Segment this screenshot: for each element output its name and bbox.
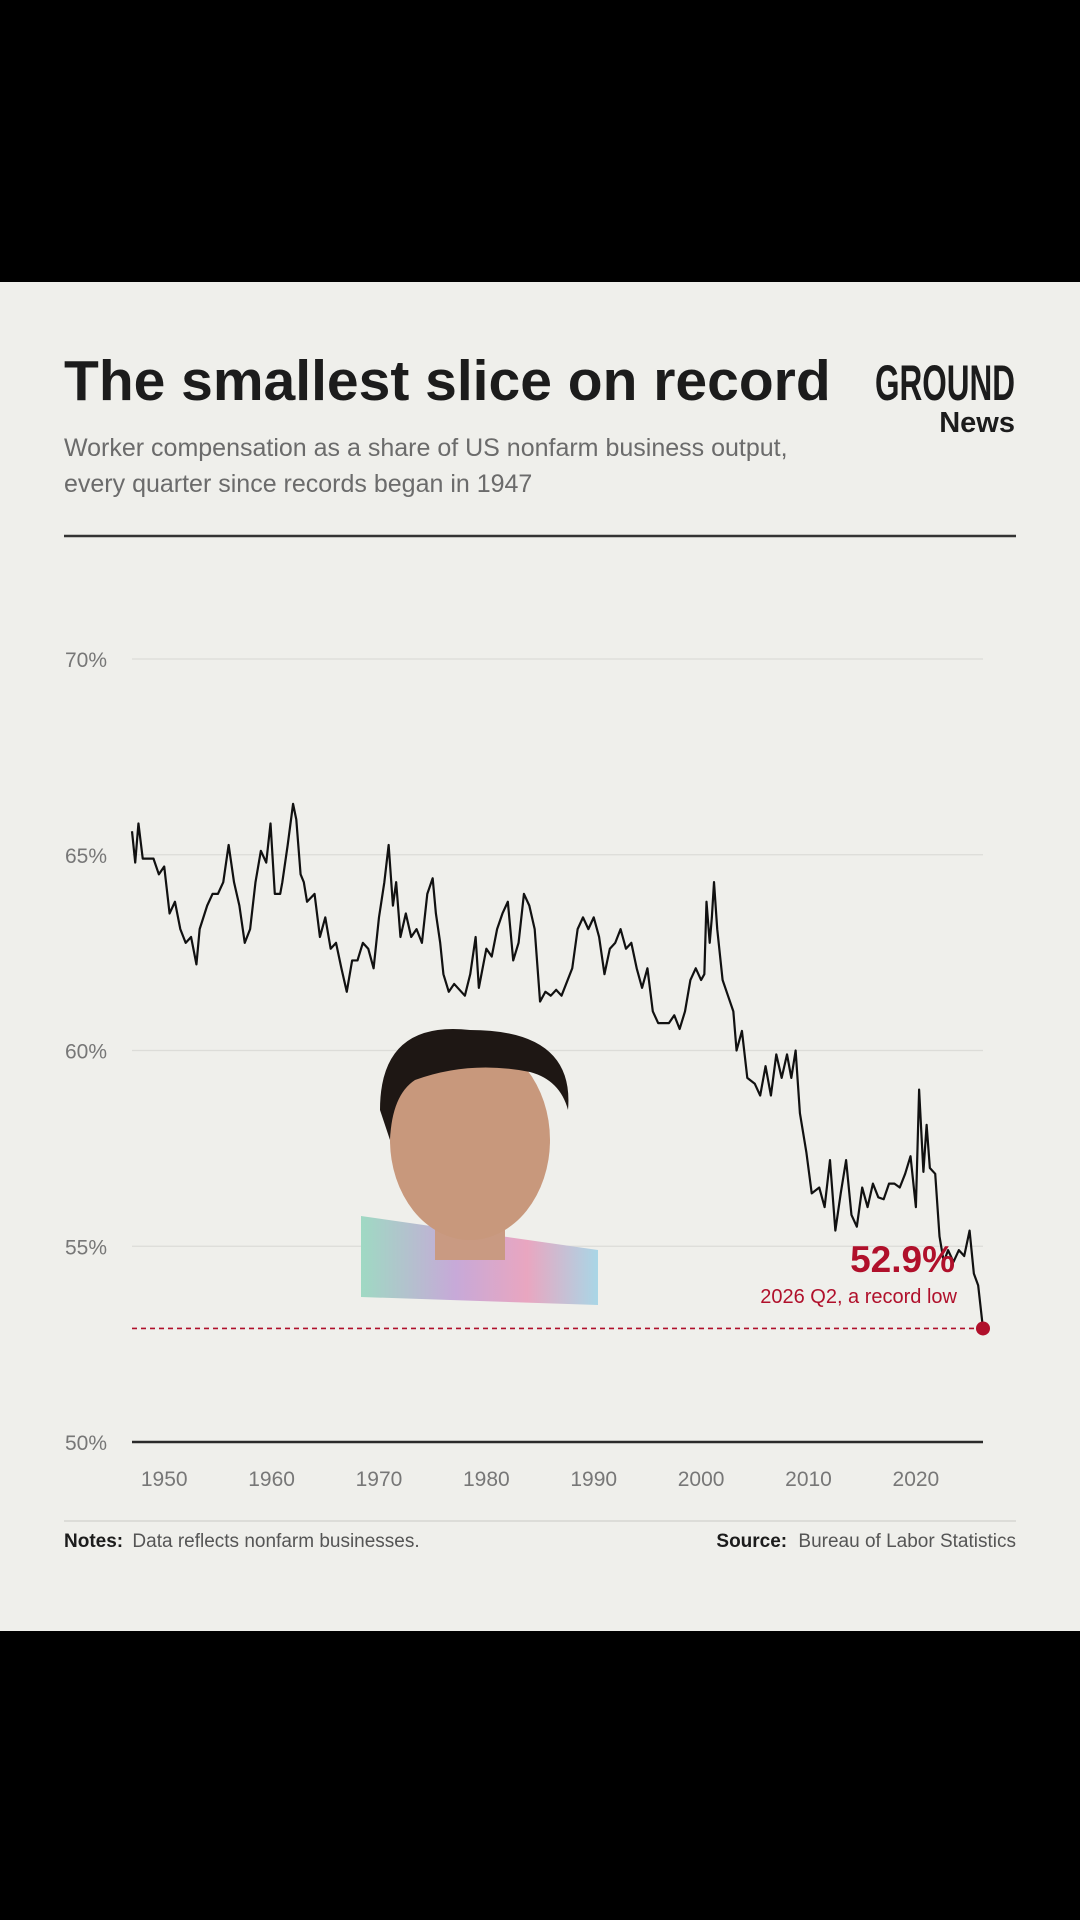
chart-title: The smallest slice on record bbox=[64, 349, 831, 413]
footer-source: Source: Bureau of Labor Statistics bbox=[716, 1531, 1016, 1552]
x-tick-label: 1960 bbox=[248, 1468, 295, 1491]
chart-panel bbox=[0, 282, 1080, 1631]
notes-label: Notes: bbox=[64, 1531, 123, 1552]
presenter-shirt bbox=[361, 1216, 598, 1305]
record-low-note: 2026 Q2, a record low bbox=[760, 1286, 957, 1308]
x-tick-label: 2000 bbox=[678, 1468, 725, 1491]
subtitle: Worker compensation as a share of US non… bbox=[64, 434, 788, 462]
record-low-dot bbox=[976, 1321, 990, 1336]
source-label: Source: bbox=[716, 1531, 787, 1552]
y-tick-label: 70% bbox=[65, 649, 107, 672]
y-tick-label: 55% bbox=[65, 1236, 107, 1259]
y-tick-label: 60% bbox=[65, 1041, 107, 1064]
x-tick-label: 1980 bbox=[463, 1468, 510, 1491]
x-tick-label: 2010 bbox=[785, 1468, 832, 1491]
presenter-hair bbox=[380, 1029, 569, 1140]
notes-text: Data reflects nonfarm businesses. bbox=[132, 1531, 419, 1552]
x-tick-label: 1970 bbox=[356, 1468, 403, 1491]
series-line bbox=[130, 802, 985, 1329]
y-tick-label: 65% bbox=[65, 845, 107, 868]
presenter-face bbox=[390, 1040, 550, 1240]
subtitle: every quarter since records began in 194… bbox=[64, 470, 532, 498]
logo-top: GROUND bbox=[875, 355, 1015, 411]
logo-bottom: News bbox=[939, 407, 1015, 439]
x-tick-label: 1950 bbox=[141, 1468, 188, 1491]
record-low-value: 52.9% bbox=[850, 1239, 955, 1280]
x-tick-label: 1990 bbox=[570, 1468, 617, 1491]
x-tick-label: 2020 bbox=[893, 1468, 940, 1491]
y-tick-label: 50% bbox=[65, 1432, 107, 1455]
presenter-video bbox=[361, 1029, 598, 1305]
source-text: Bureau of Labor Statistics bbox=[798, 1531, 1016, 1552]
footer-notes: Notes: Data reflects nonfarm businesses. bbox=[64, 1531, 420, 1552]
